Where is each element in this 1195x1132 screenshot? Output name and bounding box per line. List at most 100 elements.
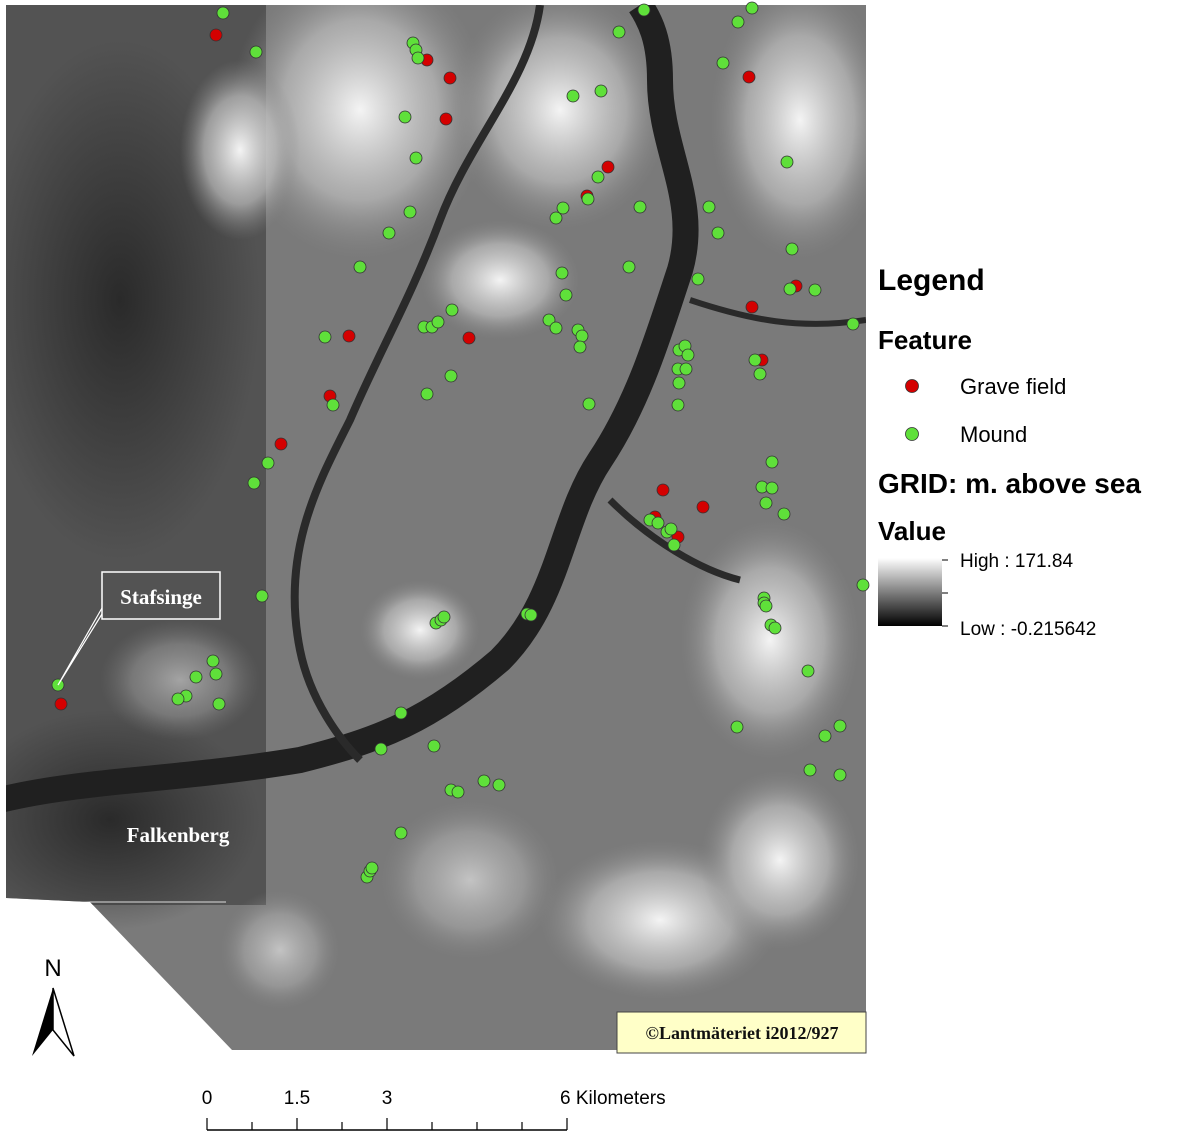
grave-field-point	[602, 161, 614, 173]
north-arrow	[53, 988, 74, 1056]
mound-point	[778, 508, 790, 520]
mound-point	[672, 399, 684, 411]
mound-point	[478, 775, 490, 787]
mound-point	[557, 202, 569, 214]
mound-point	[493, 779, 505, 791]
grave-field-point	[444, 72, 456, 84]
mound-point	[731, 721, 743, 733]
grave-field-point	[55, 698, 67, 710]
legend-swatch	[906, 428, 919, 441]
mound-point	[712, 227, 724, 239]
mound-point	[746, 2, 758, 14]
mound-point	[784, 283, 796, 295]
scale-bar: 0 1.5 3 6 Kilometers	[202, 1088, 666, 1130]
mound-point	[613, 26, 625, 38]
mound-point	[445, 370, 457, 382]
mound-point	[421, 388, 433, 400]
mound-point	[804, 764, 816, 776]
mound-point	[802, 665, 814, 677]
mound-point	[250, 46, 262, 58]
mound-point	[213, 698, 225, 710]
mound-point	[366, 862, 378, 874]
place-label: Falkenberg	[127, 823, 230, 847]
scale-label: 0	[202, 1088, 213, 1109]
legend-swatch	[906, 380, 919, 393]
mound-point	[583, 398, 595, 410]
grave-field-point	[210, 29, 222, 41]
mound-point	[410, 152, 422, 164]
mound-point	[399, 111, 411, 123]
mound-point	[668, 539, 680, 551]
grave-field-point	[746, 301, 758, 313]
scale-label: 6 Kilometers	[560, 1088, 666, 1109]
mound-point	[717, 57, 729, 69]
mound-point	[248, 477, 260, 489]
mound-point	[673, 377, 685, 389]
grave-field-point	[463, 332, 475, 344]
mound-point	[634, 201, 646, 213]
mound-point	[819, 730, 831, 742]
mound-point	[525, 609, 537, 621]
legend-high: High : 171.84	[960, 551, 1073, 572]
mound-point	[210, 668, 222, 680]
mound-point	[665, 523, 677, 535]
mound-point	[207, 655, 219, 667]
grave-field-point	[343, 330, 355, 342]
mound-point	[692, 273, 704, 285]
mound-point	[412, 52, 424, 64]
legend-title: Legend	[878, 264, 985, 297]
grave-field-point	[275, 438, 287, 450]
grave-field-point	[743, 71, 755, 83]
mound-point	[452, 786, 464, 798]
mound-point	[834, 769, 846, 781]
mound-point	[781, 156, 793, 168]
map-page: Stafsinge Falkenberg ©Lantmäteriet i2012…	[0, 0, 1195, 1132]
mound-point	[680, 363, 692, 375]
mound-point	[319, 331, 331, 343]
mound-point	[375, 743, 387, 755]
mound-point	[754, 368, 766, 380]
mound-point	[354, 261, 366, 273]
mound-point	[592, 171, 604, 183]
mound-point	[732, 16, 744, 28]
mound-point	[446, 304, 458, 316]
mound-point	[769, 622, 781, 634]
legend-label: Grave field	[960, 374, 1066, 399]
mound-point	[395, 707, 407, 719]
mound-point	[582, 193, 594, 205]
mound-point	[857, 579, 869, 591]
legend-heading: Feature	[878, 325, 972, 355]
legend-label: Mound	[960, 422, 1027, 447]
mound-point	[567, 90, 579, 102]
mound-point	[847, 318, 859, 330]
mound-point	[383, 227, 395, 239]
mound-point	[834, 720, 846, 732]
mound-point	[256, 590, 268, 602]
place-label: Stafsinge	[120, 585, 202, 609]
mound-point	[623, 261, 635, 273]
grave-field-point	[697, 501, 709, 513]
mound-point	[550, 322, 562, 334]
legend-low: Low : -0.215642	[960, 619, 1096, 640]
grave-field-point	[440, 113, 452, 125]
mound-point	[432, 316, 444, 328]
legend-items: Grave field Mound	[906, 374, 1067, 447]
mound-point	[682, 349, 694, 361]
mound-point	[262, 457, 274, 469]
value-ramp	[878, 558, 942, 626]
north-label: N	[44, 955, 61, 982]
mound-point	[395, 827, 407, 839]
mound-point	[749, 354, 761, 366]
copyright: ©Lantmäteriet i2012/927	[646, 1023, 839, 1043]
mound-point	[595, 85, 607, 97]
mound-point	[172, 693, 184, 705]
elevation-grid	[0, 0, 890, 1050]
legend-heading: GRID: m. above sea	[878, 468, 1141, 499]
mound-point	[809, 284, 821, 296]
mound-point	[760, 600, 772, 612]
mound-point	[327, 399, 339, 411]
mound-point	[652, 517, 664, 529]
scale-label: 3	[382, 1088, 393, 1109]
mound-point	[766, 456, 778, 468]
mound-point	[404, 206, 416, 218]
